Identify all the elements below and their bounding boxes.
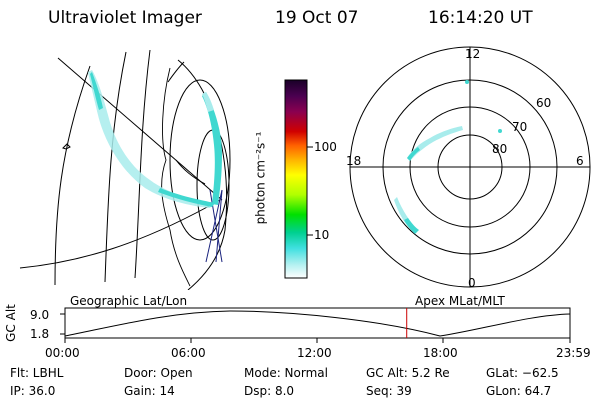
lat-label-60: 60 xyxy=(536,96,552,110)
altitude-curve xyxy=(64,310,571,337)
colorbar-tick-100: 100 xyxy=(314,140,337,154)
geo-grid-line xyxy=(57,57,223,201)
geo-grid-line xyxy=(134,49,151,279)
status-glon: GLon: 64.7 xyxy=(486,384,552,398)
lat-label-70: 70 xyxy=(512,120,528,134)
lat-label-80: 80 xyxy=(492,142,508,156)
gc-alt-axis-label: GC Alt xyxy=(3,304,18,342)
geo-grid-line xyxy=(54,65,91,286)
status-filter: Flt: LBHL xyxy=(10,366,64,380)
apex-label: Apex MLat/MLT xyxy=(415,294,505,308)
geo-meridian xyxy=(205,189,223,263)
mlt-label-6: 6 xyxy=(576,154,584,168)
polar-plot xyxy=(349,46,591,288)
status-mode: Mode: Normal xyxy=(244,366,328,380)
geo-meridian xyxy=(209,189,223,263)
status-seq: Seq: 39 xyxy=(366,384,412,398)
geo-graticule-ellipse xyxy=(169,79,231,241)
earth-limb xyxy=(177,59,228,290)
gc-alt-tick-9: 9.0 xyxy=(30,308,50,322)
date-label: 19 Oct 07 xyxy=(275,8,359,28)
coastline xyxy=(167,61,185,83)
time-tick-0000: 00:00 xyxy=(45,346,80,360)
island xyxy=(62,143,71,150)
time-tick-0600: 06:00 xyxy=(171,346,206,360)
time-label: 16:14:20 UT xyxy=(428,8,533,28)
instrument-title: Ultraviolet Imager xyxy=(48,8,202,28)
geo-grid-line xyxy=(19,199,221,269)
geo-graticule-ellipse xyxy=(196,129,230,241)
status-gain: Gain: 14 xyxy=(124,384,175,398)
status-door: Door: Open xyxy=(124,366,193,380)
mlt-label-12: 12 xyxy=(465,47,481,61)
time-tick-2359: 23:59 xyxy=(556,346,591,360)
time-tick-1200: 12:00 xyxy=(297,346,332,360)
timeline-frame xyxy=(64,307,571,339)
geo-grid-line xyxy=(104,51,127,283)
coastline xyxy=(161,67,191,287)
altitude-timeline xyxy=(60,307,571,343)
mlt-label-18: 18 xyxy=(346,154,362,168)
geographic-label: Geographic Lat/Lon xyxy=(70,294,188,308)
geo-meridian xyxy=(215,189,223,263)
status-dsp: Dsp: 8.0 xyxy=(244,384,295,398)
gc-alt-tick-1-8: 1.8 xyxy=(30,327,50,341)
geographic-map-panel xyxy=(19,49,231,290)
geo-grid-line xyxy=(175,159,206,185)
colorbar-gradient xyxy=(284,79,308,279)
mlt-label-0: 0 xyxy=(468,276,476,290)
time-tick-1800: 18:00 xyxy=(423,346,458,360)
polar-aurora xyxy=(394,80,502,234)
geo-aurora-oval xyxy=(88,70,222,208)
colorbar-tick-10: 10 xyxy=(314,228,330,242)
colorbar xyxy=(284,79,313,279)
status-ip: IP: 36.0 xyxy=(10,384,56,398)
colorbar-units-label: photon cm⁻²s⁻¹ xyxy=(253,131,268,225)
status-gc-alt: GC Alt: 5.2 Re xyxy=(366,366,450,380)
status-glat: GLat: −62.5 xyxy=(486,366,559,380)
